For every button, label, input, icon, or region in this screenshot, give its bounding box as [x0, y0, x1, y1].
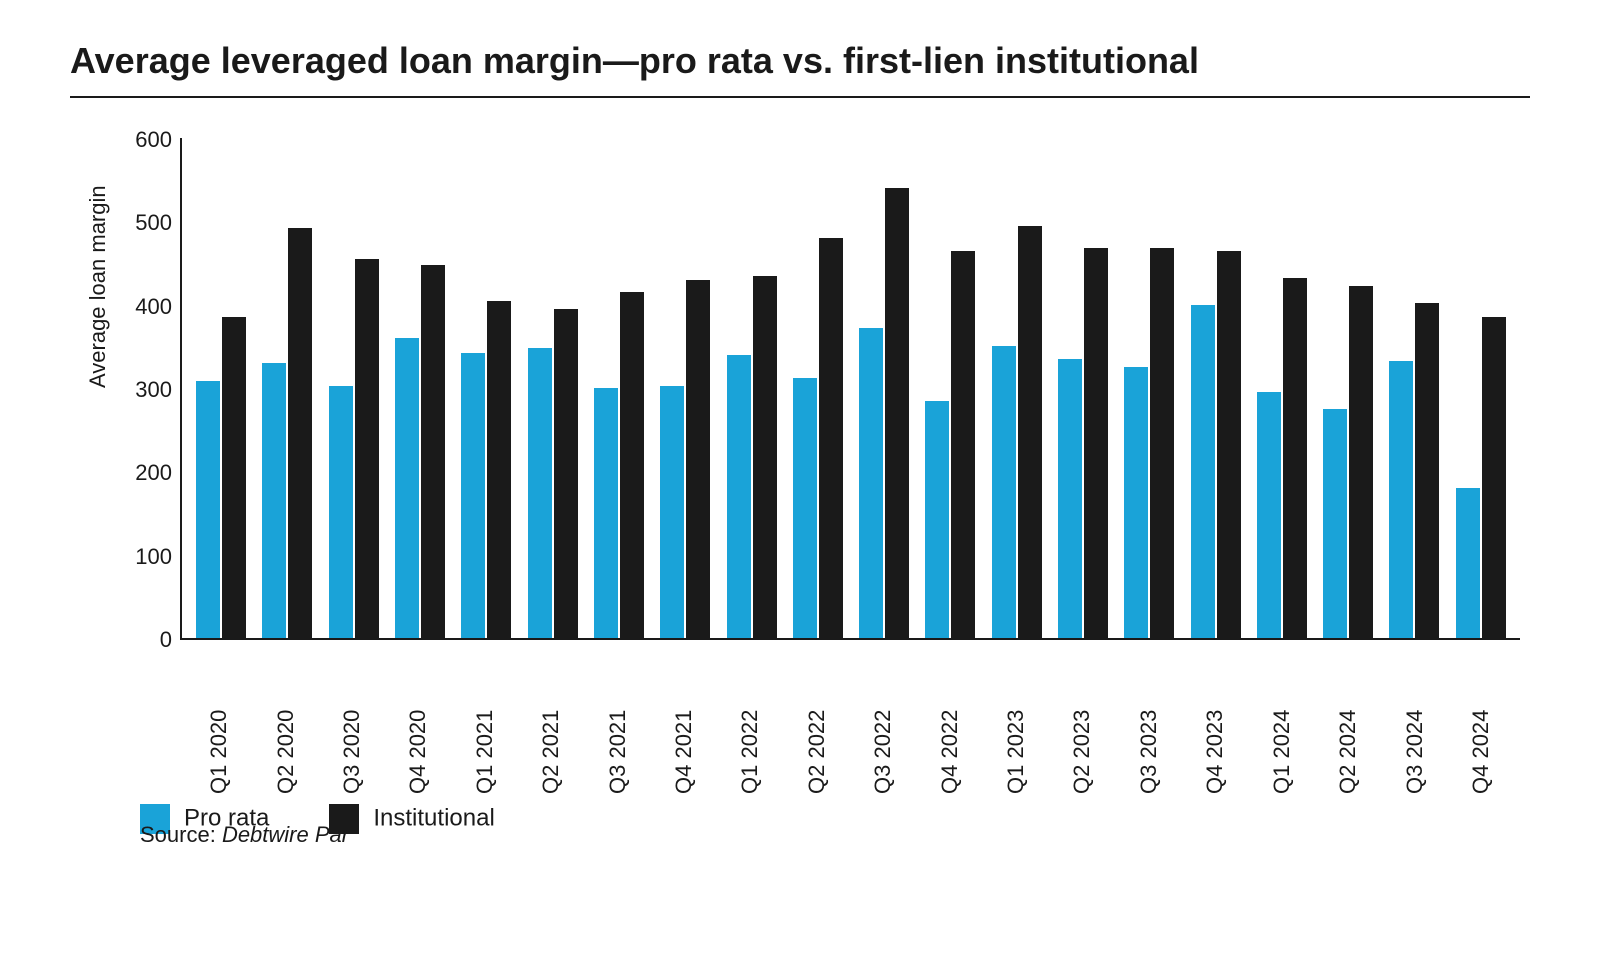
- x-tick-label: Q2 2022: [784, 644, 850, 794]
- x-tick-label: Q1 2022: [717, 644, 783, 794]
- x-tick-label: Q1 2020: [186, 644, 252, 794]
- bar-group: [1182, 251, 1248, 639]
- bar-group: [387, 265, 453, 638]
- x-tick-label: Q2 2020: [252, 644, 318, 794]
- chart-area: Average loan margin 0100200300400500600 …: [70, 128, 1530, 848]
- bar: [222, 317, 246, 638]
- bar: [992, 346, 1016, 638]
- bar-group: [254, 228, 320, 638]
- bar-group: [1249, 278, 1315, 638]
- bar: [1482, 317, 1506, 638]
- bar-group: [718, 276, 784, 639]
- legend-item: Institutional: [329, 804, 494, 834]
- bar: [1257, 392, 1281, 638]
- bar: [1058, 359, 1082, 638]
- source-line: Source: Debtwire Par: [140, 822, 349, 848]
- x-tick-label: Q3 2020: [319, 644, 385, 794]
- bar-group: [652, 280, 718, 638]
- bar: [1349, 286, 1373, 638]
- bar: [620, 292, 644, 638]
- x-tick-label: Q1 2024: [1249, 644, 1315, 794]
- x-axis-labels: Q1 2020Q2 2020Q3 2020Q4 2020Q1 2021Q2 20…: [180, 644, 1520, 794]
- y-tick: 0: [102, 627, 172, 653]
- plot-area: 0100200300400500600: [180, 138, 1520, 640]
- bar: [594, 388, 618, 638]
- bar-group: [1381, 303, 1447, 638]
- bar: [686, 280, 710, 638]
- bar: [1283, 278, 1307, 638]
- bar: [461, 353, 485, 638]
- bar: [885, 188, 909, 638]
- legend-label: Institutional: [373, 804, 494, 831]
- y-tick: 100: [102, 544, 172, 570]
- bar: [727, 355, 751, 638]
- bar-group: [1050, 248, 1116, 638]
- bar-group: [586, 292, 652, 638]
- bar: [793, 378, 817, 638]
- bar: [925, 401, 949, 639]
- bar-group: [785, 238, 851, 638]
- x-tick-label: Q2 2023: [1049, 644, 1115, 794]
- y-tick: 300: [102, 377, 172, 403]
- bar: [355, 259, 379, 638]
- x-tick-label: Q3 2022: [850, 644, 916, 794]
- bar-group: [1315, 286, 1381, 638]
- bar: [1191, 305, 1215, 638]
- y-tick: 600: [102, 127, 172, 153]
- y-tick: 500: [102, 210, 172, 236]
- chart-title: Average leveraged loan margin—pro rata v…: [70, 40, 1530, 98]
- bar: [329, 386, 353, 638]
- bar: [528, 348, 552, 638]
- bar-group: [1116, 248, 1182, 638]
- bars-container: [182, 138, 1520, 638]
- bar: [487, 301, 511, 639]
- bar-group: [519, 309, 585, 638]
- bar: [421, 265, 445, 638]
- x-tick-label: Q4 2022: [916, 644, 982, 794]
- x-tick-label: Q4 2020: [385, 644, 451, 794]
- x-tick-label: Q2 2021: [518, 644, 584, 794]
- x-tick-label: Q3 2024: [1381, 644, 1447, 794]
- source-name: Debtwire Par: [222, 822, 349, 847]
- bar: [1323, 409, 1347, 638]
- x-tick-label: Q3 2021: [584, 644, 650, 794]
- bar: [262, 363, 286, 638]
- bar: [1150, 248, 1174, 638]
- bar-group: [1448, 317, 1514, 638]
- bar: [819, 238, 843, 638]
- bar-group: [851, 188, 917, 638]
- x-tick-label: Q2 2024: [1315, 644, 1381, 794]
- x-tick-label: Q3 2023: [1116, 644, 1182, 794]
- x-tick-label: Q1 2021: [452, 644, 518, 794]
- bar: [1389, 361, 1413, 638]
- x-tick-label: Q4 2023: [1182, 644, 1248, 794]
- bar: [288, 228, 312, 638]
- bar-group: [984, 226, 1050, 639]
- y-tick: 400: [102, 294, 172, 320]
- bar: [554, 309, 578, 638]
- bar: [1456, 488, 1480, 638]
- y-tick: 200: [102, 460, 172, 486]
- x-tick-label: Q4 2024: [1448, 644, 1514, 794]
- bar: [1217, 251, 1241, 639]
- x-tick-label: Q4 2021: [651, 644, 717, 794]
- bar: [660, 386, 684, 638]
- bar: [1018, 226, 1042, 639]
- bar: [1415, 303, 1439, 638]
- bar: [753, 276, 777, 639]
- bar-group: [917, 251, 983, 639]
- source-prefix: Source:: [140, 822, 222, 847]
- bar-group: [453, 301, 519, 639]
- bar: [395, 338, 419, 638]
- bar: [951, 251, 975, 639]
- bar: [859, 328, 883, 638]
- chart-frame: Average leveraged loan margin—pro rata v…: [0, 0, 1600, 970]
- bar-group: [188, 317, 254, 638]
- x-tick-label: Q1 2023: [983, 644, 1049, 794]
- bar-group: [321, 259, 387, 638]
- bar: [1084, 248, 1108, 638]
- bar: [1124, 367, 1148, 638]
- bar: [196, 381, 220, 638]
